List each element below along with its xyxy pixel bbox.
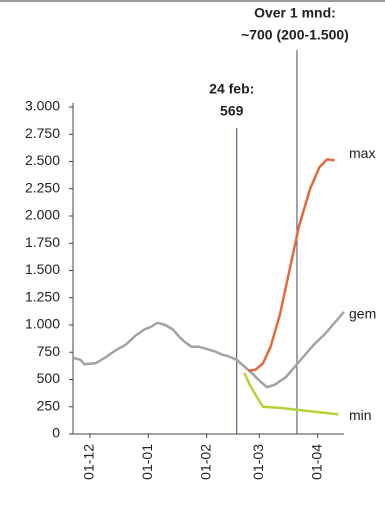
series-line	[247, 158, 335, 373]
x-tick-label: 01-01	[139, 444, 155, 480]
y-tick-label: 1.000	[25, 316, 60, 332]
series-line	[72, 311, 345, 389]
annotation-text: 569	[220, 103, 244, 119]
annotation-text: ~700 (200-1.500)	[241, 27, 349, 43]
y-tick-label: 250	[37, 397, 61, 413]
y-tick-label: 1.500	[25, 261, 60, 277]
x-tick-label: 01-02	[197, 444, 213, 480]
y-tick-label: 3.000	[25, 98, 60, 114]
series-label: min	[349, 407, 372, 423]
annotation-text: 24 feb:	[209, 81, 254, 97]
series-label: max	[349, 145, 375, 161]
y-tick-label: 2.500	[25, 152, 60, 168]
series-line	[243, 372, 339, 416]
y-tick-label: 750	[37, 343, 61, 359]
series-label: gem	[349, 306, 376, 322]
x-tick-label: 01-03	[250, 444, 266, 480]
annotation-text: Over 1 mnd:	[254, 5, 336, 21]
y-tick-label: 2.750	[25, 125, 60, 141]
y-tick-label: 1.750	[25, 234, 60, 250]
x-tick-label: 01-12	[81, 444, 97, 480]
y-tick-label: 2.000	[25, 207, 60, 223]
y-tick-label: 2.250	[25, 179, 60, 195]
y-tick-label: 1.250	[25, 288, 60, 304]
y-tick-label: 500	[37, 370, 61, 386]
x-tick-label: 01-04	[308, 444, 324, 480]
y-tick-label: 0	[52, 425, 60, 441]
